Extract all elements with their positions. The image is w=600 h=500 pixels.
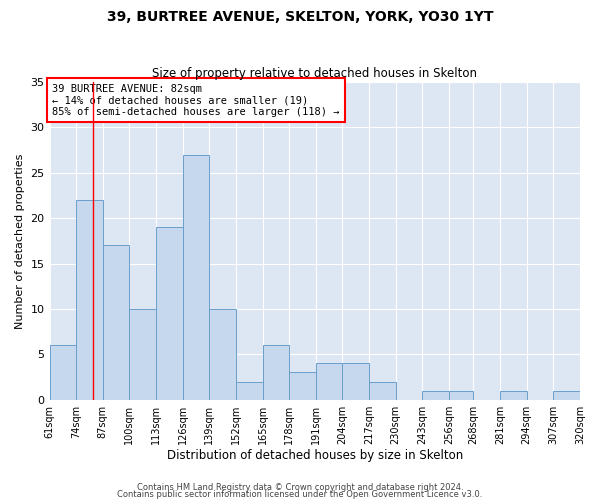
Text: 39, BURTREE AVENUE, SKELTON, YORK, YO30 1YT: 39, BURTREE AVENUE, SKELTON, YORK, YO30 … xyxy=(107,10,493,24)
Bar xyxy=(500,390,527,400)
Text: Contains HM Land Registry data © Crown copyright and database right 2024.: Contains HM Land Registry data © Crown c… xyxy=(137,484,463,492)
Bar xyxy=(50,346,76,400)
Y-axis label: Number of detached properties: Number of detached properties xyxy=(15,153,25,328)
Bar xyxy=(156,228,182,400)
Bar xyxy=(182,154,209,400)
X-axis label: Distribution of detached houses by size in Skelton: Distribution of detached houses by size … xyxy=(167,450,463,462)
Bar xyxy=(369,382,395,400)
Bar xyxy=(130,309,156,400)
Bar xyxy=(103,246,130,400)
Text: 39 BURTREE AVENUE: 82sqm
← 14% of detached houses are smaller (19)
85% of semi-d: 39 BURTREE AVENUE: 82sqm ← 14% of detach… xyxy=(52,84,340,117)
Text: Contains public sector information licensed under the Open Government Licence v3: Contains public sector information licen… xyxy=(118,490,482,499)
Bar xyxy=(76,200,103,400)
Bar xyxy=(263,346,289,400)
Bar xyxy=(553,390,580,400)
Bar xyxy=(209,309,236,400)
Bar xyxy=(422,390,449,400)
Bar xyxy=(236,382,263,400)
Bar xyxy=(449,390,473,400)
Bar xyxy=(343,364,369,400)
Bar xyxy=(289,372,316,400)
Title: Size of property relative to detached houses in Skelton: Size of property relative to detached ho… xyxy=(152,66,477,80)
Bar xyxy=(316,364,343,400)
